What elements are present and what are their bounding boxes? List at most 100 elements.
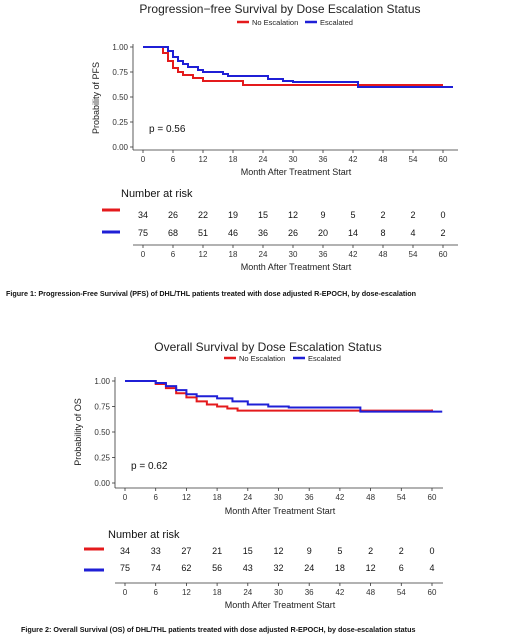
risk-cell: 8 [380,228,385,238]
risk-x-axis-label: Month After Treatment Start [225,600,336,610]
risk-cell: 62 [181,563,191,573]
risk-x-tick-label: 0 [123,588,128,597]
risk-x-tick-label: 48 [366,588,375,597]
x-axis-label: Month After Treatment Start [225,506,336,516]
risk-cell: 20 [318,228,328,238]
y-tick-label: 1.00 [112,43,128,52]
survival-curve-no-escalation [125,380,433,412]
risk-cell: 26 [288,228,298,238]
chart-title: Progression−free Survival by Dose Escala… [139,2,420,16]
x-tick-label: 6 [171,155,176,164]
survival-curve-escalated [143,46,453,88]
risk-x-tick-label: 42 [349,250,358,259]
risk-cell: 2 [399,546,404,556]
figure-caption: Figure 2: Overall Survival (OS) of DHL/T… [21,625,415,634]
risk-x-tick-label: 30 [274,588,283,597]
risk-cell: 0 [440,210,445,220]
risk-cell: 36 [258,228,268,238]
risk-cell: 34 [120,546,130,556]
risk-cell: 51 [198,228,208,238]
x-tick-label: 30 [289,155,298,164]
chart-title: Overall Survival by Dose Escalation Stat… [154,340,381,354]
risk-x-tick-label: 42 [335,588,344,597]
risk-x-tick-label: 0 [141,250,146,259]
x-tick-label: 12 [182,493,191,502]
x-tick-label: 36 [305,493,314,502]
x-axis: 0 6 12 18 24 30 36 42 48 54 60 [133,149,458,164]
risk-cell: 15 [258,210,268,220]
risk-x-tick-label: 36 [305,588,314,597]
x-tick-label: 48 [366,493,375,502]
y-tick-label: 0.00 [94,479,110,488]
plot-area [125,380,443,413]
risk-cell: 24 [304,563,314,573]
risk-x-tick-label: 30 [289,250,298,259]
risk-cell: 6 [399,563,404,573]
x-tick-label: 60 [428,493,437,502]
risk-cell: 9 [307,546,312,556]
risk-x-tick-label: 6 [171,250,176,259]
risk-cell: 21 [212,546,222,556]
survival-curve-escalated [125,380,443,413]
legend-label-escalated: Escalated [320,18,353,27]
risk-cell: 5 [350,210,355,220]
x-tick-label: 12 [199,155,208,164]
x-tick-label: 54 [409,155,418,164]
risk-cell: 15 [243,546,253,556]
legend-label-no-escalation: No Escalation [252,18,298,27]
y-tick-label: 0.00 [112,143,128,152]
legend: No Escalation Escalated [224,354,341,363]
risk-cell: 26 [168,210,178,220]
legend: No Escalation Escalated [237,18,353,27]
risk-table-title: Number at risk [121,188,193,200]
y-axis-label: Probability of OS [73,398,83,466]
y-tick-label: 0.25 [112,118,128,127]
risk-cell: 2 [368,546,373,556]
risk-table: 34 33 27 21 15 12 9 5 2 2 0 75 74 62 56 43 32 24 18 12 6 4 [120,546,435,573]
risk-cell: 74 [151,563,161,573]
risk-x-tick-label: 60 [439,250,448,259]
risk-cell: 12 [273,546,283,556]
risk-x-tick-label: 48 [379,250,388,259]
y-tick-label: 0.50 [94,428,110,437]
risk-cell: 56 [212,563,222,573]
risk-cell: 27 [181,546,191,556]
y-tick-label: 0.50 [112,93,128,102]
p-value: p = 0.62 [131,461,168,472]
y-tick-label: 1.00 [94,377,110,386]
risk-cell: 34 [138,210,148,220]
risk-cell: 75 [138,228,148,238]
risk-x-tick-label: 18 [229,250,238,259]
plot-area [143,46,453,88]
risk-cell: 4 [410,228,415,238]
x-axis: 0 6 12 18 24 30 36 42 48 54 60 [115,487,443,502]
x-tick-label: 48 [379,155,388,164]
risk-cell: 5 [337,546,342,556]
risk-cell: 12 [288,210,298,220]
risk-x-tick-label: 12 [182,588,191,597]
y-axis-label: Probability of PFS [91,62,101,134]
risk-cell: 32 [273,563,283,573]
risk-x-tick-label: 60 [428,588,437,597]
p-value: p = 0.56 [149,124,186,135]
risk-cell: 22 [198,210,208,220]
x-tick-label: 42 [349,155,358,164]
risk-cell: 4 [429,563,434,573]
risk-cell: 2 [410,210,415,220]
x-tick-label: 54 [397,493,406,502]
x-tick-label: 0 [141,155,146,164]
risk-cell: 9 [320,210,325,220]
legend-label-escalated: Escalated [308,354,341,363]
risk-cell: 75 [120,563,130,573]
risk-x-tick-label: 54 [397,588,406,597]
risk-cell: 68 [168,228,178,238]
risk-x-axis-label: Month After Treatment Start [241,262,352,272]
x-tick-label: 18 [229,155,238,164]
risk-cell: 12 [366,563,376,573]
y-axis: 0.00 0.25 0.50 0.75 1.00 [112,43,134,152]
risk-table-title: Number at risk [108,529,180,541]
x-tick-label: 24 [243,493,252,502]
risk-x-tick-label: 18 [213,588,222,597]
y-tick-label: 0.75 [112,68,128,77]
